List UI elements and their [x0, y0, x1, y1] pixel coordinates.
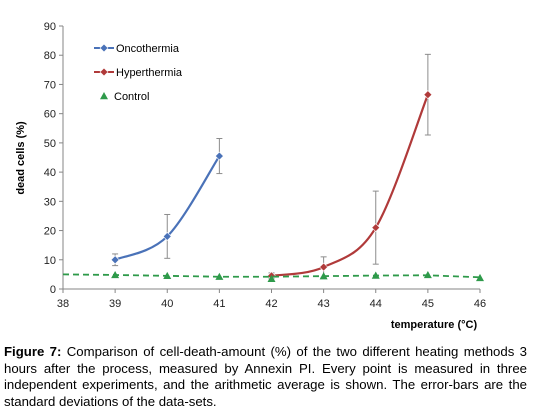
series-hyperthermia [267, 53, 433, 281]
legend-marker [100, 92, 108, 100]
data-point [319, 262, 329, 272]
x-tick-label: 38 [57, 298, 69, 310]
data-point [476, 273, 484, 282]
data-point [319, 272, 328, 280]
data-point [163, 271, 172, 280]
y-tick-label: 80 [44, 50, 56, 62]
y-tick-label: 0 [50, 284, 56, 296]
data-point [110, 255, 120, 265]
x-tick-label: 40 [161, 298, 173, 310]
data-point [423, 270, 432, 279]
legend-marker [99, 67, 109, 77]
y-tick-label: 30 [44, 196, 56, 208]
legend: Oncothermia Hyperthermia Control [94, 43, 183, 103]
chart: 0 10 20 30 40 50 60 70 80 90 38 39 40 41 42 43 44 45 46 On… [15, 21, 486, 331]
legend-item-control: Control [100, 91, 149, 103]
data-point [214, 151, 224, 161]
figure-caption-text: Comparison of cell-death-amount (%) of t… [4, 344, 528, 409]
figure-label: Figure 7: [4, 344, 62, 359]
x-tick-label: 45 [422, 298, 434, 310]
data-point [423, 90, 433, 100]
y-tick-label: 70 [44, 79, 56, 91]
y-tick-label: 10 [44, 255, 56, 267]
legend-label: Hyperthermia [116, 67, 183, 79]
axes: 0 10 20 30 40 50 60 70 80 90 38 39 40 41 42 43 44 45 46 [44, 21, 486, 310]
legend-item-hyperthermia: Hyperthermia [94, 67, 183, 79]
data-point [371, 223, 381, 233]
x-axis-title: temperature (°C) [391, 319, 478, 331]
x-tick-label: 44 [370, 298, 382, 310]
y-tick-label: 90 [44, 21, 56, 33]
legend-label: Control [114, 91, 149, 103]
series-line [271, 94, 429, 277]
legend-item-oncothermia: Oncothermia [94, 43, 180, 55]
x-tick-label: 46 [474, 298, 486, 310]
data-point [267, 274, 276, 282]
x-tick-label: 39 [109, 298, 121, 310]
series-control [62, 270, 484, 282]
legend-label: Oncothermia [116, 43, 180, 55]
y-tick-label: 20 [44, 226, 56, 238]
data-point [215, 272, 224, 280]
x-tick-label: 43 [318, 298, 330, 310]
series-layer [62, 53, 484, 282]
figure-caption: Figure 7: Comparison of cell-death-amoun… [4, 344, 527, 410]
data-point [371, 271, 380, 279]
legend-marker [99, 43, 109, 53]
series-oncothermia [110, 138, 224, 267]
y-tick-label: 40 [44, 167, 56, 179]
y-tick-label: 60 [44, 109, 56, 121]
y-axis-title: dead cells (%) [15, 121, 27, 195]
data-point [162, 231, 172, 241]
data-point [111, 270, 120, 279]
y-tick-label: 50 [44, 138, 56, 150]
x-tick-label: 41 [213, 298, 225, 310]
x-tick-label: 42 [265, 298, 277, 310]
